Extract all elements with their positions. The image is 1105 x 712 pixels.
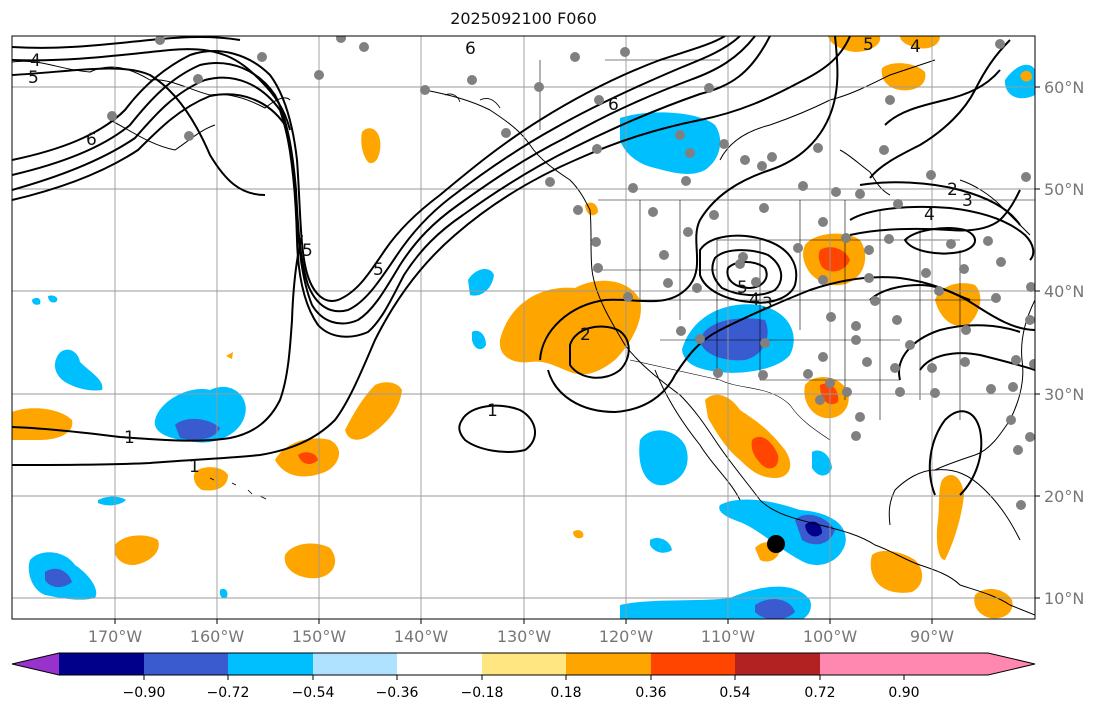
station-dots bbox=[107, 36, 1035, 510]
political-borders bbox=[539, 59, 1035, 441]
colorbar-segment bbox=[482, 653, 566, 675]
colorbar-tick-label: −0.72 bbox=[207, 685, 250, 701]
lon-label: 150°W bbox=[292, 627, 347, 646]
lon-label: 120°W bbox=[599, 627, 654, 646]
map-title: 2025092100 F060 bbox=[450, 9, 597, 28]
contour-label: 4 bbox=[749, 290, 760, 310]
contour-label: 4 bbox=[924, 205, 935, 225]
latitude-axis: 60°N 50°N 40°N 30°N 20°N 10°N bbox=[1035, 78, 1084, 608]
colorbar-segment bbox=[651, 653, 735, 675]
colorbar-tick-label: −0.54 bbox=[292, 685, 335, 701]
lon-label: 160°W bbox=[190, 627, 245, 646]
colorbar-min-extension bbox=[12, 653, 59, 675]
contour-label: 4 bbox=[910, 37, 921, 57]
lon-label: 130°W bbox=[497, 627, 552, 646]
gridlines bbox=[12, 36, 1035, 619]
contour-label: 1 bbox=[487, 401, 498, 421]
storm-center-marker bbox=[767, 535, 785, 553]
colorbar-segment bbox=[397, 653, 482, 675]
colorbar-tick-label: −0.18 bbox=[461, 685, 504, 701]
contour-lines bbox=[12, 36, 1035, 496]
lat-label: 60°N bbox=[1044, 78, 1084, 97]
colorbar-tick-label: 0.72 bbox=[804, 685, 835, 701]
colorbar-tick-label: −0.90 bbox=[123, 685, 166, 701]
colorbar-segment bbox=[59, 653, 144, 675]
colorbar-segment bbox=[820, 653, 904, 675]
colorbar-tick-label: 0.18 bbox=[550, 685, 581, 701]
colorbar-tick-label: 0.54 bbox=[719, 685, 750, 701]
negative-field bbox=[28, 64, 1035, 619]
contour-label: 1 bbox=[124, 428, 135, 448]
lat-label: 30°N bbox=[1044, 385, 1084, 404]
contour-label: 2 bbox=[580, 325, 591, 345]
colorbar-tick-label: 0.90 bbox=[888, 685, 919, 701]
colorbar-segment bbox=[735, 653, 820, 675]
contour-label: 3 bbox=[762, 294, 773, 314]
lat-label: 40°N bbox=[1044, 282, 1084, 301]
contour-label: 5 bbox=[302, 241, 313, 261]
colorbar-tick-label: −0.36 bbox=[376, 685, 419, 701]
lon-label: 100°W bbox=[803, 627, 858, 646]
colorbar-segment bbox=[144, 653, 228, 675]
lon-label: 140°W bbox=[394, 627, 449, 646]
contour-label: 5 bbox=[373, 260, 384, 280]
colorbar-tick-label: 0.36 bbox=[635, 685, 666, 701]
lon-label: 110°W bbox=[701, 627, 756, 646]
contour-label: 3 bbox=[962, 191, 973, 211]
longitude-axis: 170°W 160°W 150°W 140°W 130°W 120°W 110°… bbox=[88, 619, 954, 646]
lon-label: 170°W bbox=[88, 627, 143, 646]
lon-label: 90°W bbox=[910, 627, 954, 646]
colorbar-max-extension bbox=[988, 653, 1035, 675]
contour-label: 5 bbox=[28, 68, 39, 88]
contour-label: 6 bbox=[608, 95, 619, 115]
colorbar-segment bbox=[228, 653, 313, 675]
lat-label: 10°N bbox=[1044, 589, 1084, 608]
islands bbox=[209, 93, 501, 500]
positive-field bbox=[12, 36, 1032, 619]
colorbar: −0.90 −0.72 −0.54 −0.36 −0.18 0.18 0.36 … bbox=[11, 652, 1036, 701]
contour-label: 6 bbox=[86, 130, 97, 150]
contour-label: 6 bbox=[465, 39, 476, 59]
colorbar-segment bbox=[904, 653, 988, 675]
colorbar-segment bbox=[313, 653, 397, 675]
contour-label: 4 bbox=[30, 51, 41, 71]
contour-label: 2 bbox=[947, 180, 958, 200]
contour-label: 1 bbox=[189, 457, 200, 477]
contour-label: 5 bbox=[863, 35, 874, 55]
colorbar-segment bbox=[566, 653, 651, 675]
contour-label: 5 bbox=[737, 278, 748, 298]
contour-labels: 4 5 6 6 6 5 4 5 5 4 3 2 2 3 1 1 1 4 5 bbox=[28, 35, 973, 477]
lat-label: 20°N bbox=[1044, 487, 1084, 506]
lat-label: 50°N bbox=[1044, 180, 1084, 199]
